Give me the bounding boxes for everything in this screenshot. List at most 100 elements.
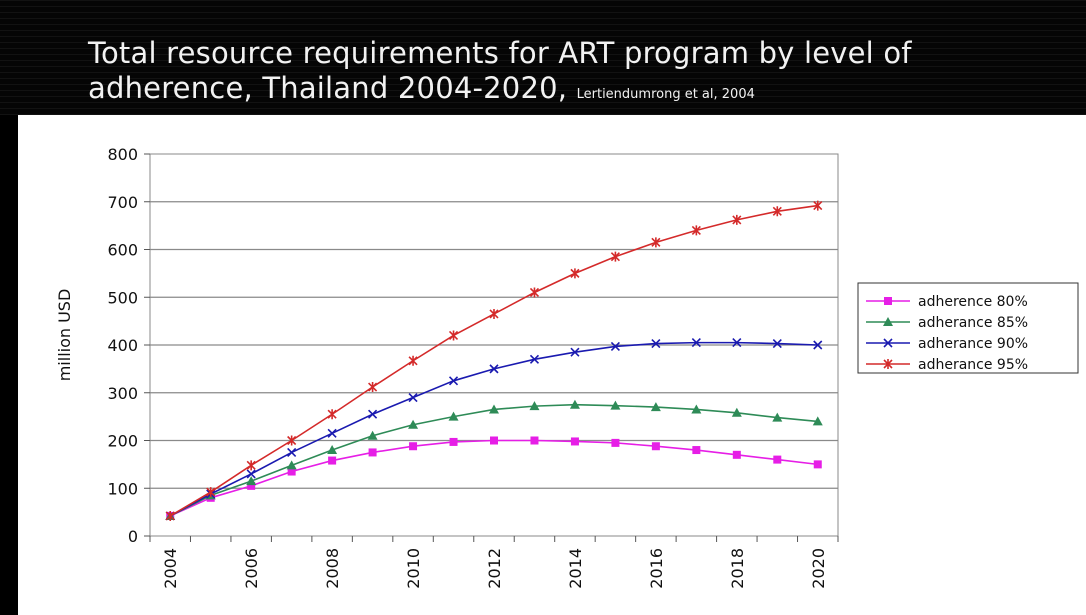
data-point xyxy=(287,467,296,476)
legend-item: adherence 80% xyxy=(866,294,1028,310)
data-point xyxy=(813,200,823,211)
data-point xyxy=(489,364,499,374)
data-point xyxy=(650,402,661,412)
chart-title: Total resource requirements for ART prog… xyxy=(88,36,1068,112)
y-tick-label: 500 xyxy=(107,288,138,307)
data-point xyxy=(449,437,458,446)
y-tick-label: 700 xyxy=(107,193,138,212)
data-point xyxy=(490,436,498,445)
data-point xyxy=(651,237,661,248)
data-point xyxy=(287,447,297,458)
series-x xyxy=(165,338,823,521)
y-tick-label: 400 xyxy=(107,336,138,355)
data-point xyxy=(206,487,216,498)
legend-item: adherance 90% xyxy=(866,336,1028,352)
data-point xyxy=(247,481,256,490)
data-point xyxy=(570,268,580,279)
data-point xyxy=(287,435,297,446)
data-point xyxy=(367,430,378,440)
series-square xyxy=(166,436,822,520)
x-axis-ticks: 2004 2006 2008 2010 2012 2014 2016 2018 2020 xyxy=(149,536,839,589)
x-tick-label: 2004 xyxy=(161,548,180,589)
x-tick-label: 2006 xyxy=(242,548,261,589)
data-point xyxy=(489,308,499,319)
x-tick-label: 2008 xyxy=(323,548,342,589)
series-line xyxy=(169,439,818,517)
legend-label: adherance 95% xyxy=(918,357,1028,373)
legend-label: adherance 85% xyxy=(918,315,1028,331)
data-point xyxy=(691,338,701,348)
legend: adherence 80% adherance 85% adherance 90% a… xyxy=(857,282,1079,374)
data-point xyxy=(530,436,539,445)
data-point xyxy=(883,359,893,369)
data-point xyxy=(570,347,580,357)
series-line xyxy=(169,204,818,517)
data-point xyxy=(368,448,377,457)
x-tick-label: 2012 xyxy=(485,548,504,589)
data-point xyxy=(489,404,499,414)
data-point xyxy=(610,341,620,351)
data-point xyxy=(732,338,742,348)
data-point xyxy=(651,339,661,349)
x-tick-label: 2020 xyxy=(809,548,828,589)
data-point xyxy=(529,287,540,298)
data-point xyxy=(408,355,418,366)
data-point xyxy=(327,445,338,455)
y-tick-label: 300 xyxy=(107,384,138,403)
data-point xyxy=(529,354,540,364)
x-tick-label: 2010 xyxy=(404,548,423,589)
data-point xyxy=(773,455,782,464)
legend-label: adherance 90% xyxy=(918,336,1028,352)
data-point xyxy=(409,442,418,451)
data-point xyxy=(611,438,620,447)
y-tick-label: 100 xyxy=(107,479,138,498)
series-line xyxy=(169,403,818,517)
data-point xyxy=(328,456,337,465)
data-point xyxy=(448,411,459,421)
series-triangle xyxy=(165,399,823,520)
data-point xyxy=(731,407,742,417)
data-series xyxy=(165,200,823,521)
data-point xyxy=(692,446,701,455)
data-point xyxy=(529,401,540,411)
data-point xyxy=(246,476,257,486)
title-banner: Total resource requirements for ART prog… xyxy=(0,0,1086,115)
data-point xyxy=(691,225,701,236)
data-point xyxy=(246,460,256,471)
data-point xyxy=(813,340,823,350)
data-point xyxy=(610,251,620,262)
data-point xyxy=(883,317,893,326)
data-point xyxy=(569,399,580,409)
x-tick-label: 2018 xyxy=(728,548,747,589)
y-axis-ticks: 0 100 200 300 400 500 600 700 800 xyxy=(107,145,150,546)
data-point xyxy=(732,214,742,225)
series-star xyxy=(165,200,823,521)
legend-item: adherance 95% xyxy=(866,357,1028,373)
data-point xyxy=(651,442,660,451)
data-point xyxy=(883,338,893,348)
data-point xyxy=(812,416,823,426)
legend-box xyxy=(857,282,1079,374)
data-point xyxy=(246,469,256,479)
chart-citation: Lertiendumrong et al, 2004 xyxy=(576,87,755,102)
data-point xyxy=(448,330,459,341)
data-point xyxy=(772,206,782,217)
data-point xyxy=(408,392,418,403)
x-tick-label: 2016 xyxy=(647,548,666,589)
data-point xyxy=(448,376,459,386)
data-point xyxy=(408,419,419,429)
legend-item: adherance 85% xyxy=(866,315,1028,331)
data-point xyxy=(610,400,621,410)
y-axis-label: million USD xyxy=(55,289,74,382)
data-point xyxy=(732,450,741,459)
data-point xyxy=(368,409,378,419)
data-point xyxy=(570,437,579,446)
y-tick-label: 800 xyxy=(107,145,138,164)
data-point xyxy=(327,428,337,438)
chart-title-text: Total resource requirements for ART prog… xyxy=(88,36,912,105)
data-point xyxy=(327,409,337,420)
data-point xyxy=(772,412,783,422)
data-point xyxy=(772,339,782,349)
data-point xyxy=(691,404,702,414)
